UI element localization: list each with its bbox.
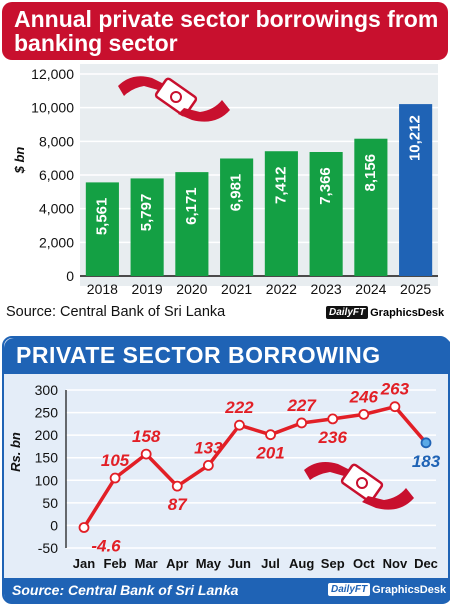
hand-money-icon	[118, 76, 230, 122]
bar-value-label: 6,171	[183, 187, 200, 225]
point-Jun	[234, 419, 245, 431]
x-tick-label: 2025	[400, 281, 431, 297]
dailyft-logo: DailyFT	[328, 583, 371, 596]
x-tick-label: 2019	[132, 281, 163, 297]
x-tick-label: Jan	[73, 556, 95, 571]
point-Nov	[389, 401, 401, 413]
x-tick-label: 2021	[221, 281, 252, 297]
y-tick-label: 100	[35, 472, 59, 488]
point-Mar	[140, 448, 152, 460]
y-tick-label: 200	[35, 427, 59, 443]
y-tick-label: 250	[35, 405, 59, 421]
bottom-title-banner: PRIVATE SECTOR BORROWING	[4, 338, 450, 374]
point-value-label: 183	[412, 452, 441, 471]
bar-value-label: 5,561	[93, 198, 110, 236]
annual-borrowing-panel: Annual private sector borrowings from ba…	[2, 2, 448, 320]
graphicsdesk-label: GraphicsDesk	[370, 306, 445, 319]
point-value-label: 87	[168, 495, 188, 514]
bottom-credit-badge: DailyFT GraphicsDesk	[328, 583, 446, 596]
x-tick-label: Sep	[321, 556, 345, 571]
hand-money-icon	[304, 462, 414, 510]
x-tick-label: Mar	[135, 556, 158, 571]
bar-value-label: 10,212	[407, 115, 424, 161]
monthly-borrowing-panel: PRIVATE SECTOR BORROWING -50 0 50 100 150 200…	[0, 336, 450, 604]
point-Apr	[171, 480, 183, 492]
y-axis-label: $ bn	[12, 147, 27, 175]
y-tick-label: 300	[35, 382, 59, 398]
point-value-label: 227	[286, 396, 317, 415]
y-tick-label: 6,000	[39, 167, 74, 183]
borrowing-series-line	[82, 404, 428, 529]
bar-2020	[175, 172, 209, 276]
bottom-chart-title: PRIVATE SECTOR BORROWING	[16, 342, 381, 368]
graphicsdesk-label: GraphicsDesk	[372, 583, 447, 596]
x-tick-label: Aug	[289, 556, 314, 571]
bar-2018	[85, 182, 119, 276]
bar-2025	[399, 104, 433, 277]
bar-value-label: 8,156	[362, 154, 379, 192]
y-tick-label: 4,000	[39, 201, 74, 217]
point-value-label: 222	[224, 398, 254, 417]
dailyft-logo: DailyFT	[326, 306, 369, 319]
point-Jul	[265, 429, 276, 441]
y-tick-label: 0	[50, 517, 58, 533]
point-value-label: 133	[194, 438, 223, 457]
x-tick-label: 2020	[176, 281, 207, 297]
x-tick-label: 2018	[87, 281, 118, 297]
bar-value-label: 6,981	[228, 174, 245, 212]
point-value-label: 105	[101, 451, 130, 470]
point-Sep	[327, 413, 339, 425]
y-axis-label: Rs. bn	[8, 432, 23, 472]
x-tick-label: 2022	[266, 281, 297, 297]
point-value-label: 158	[132, 427, 161, 446]
bar-value-label: 7,412	[272, 166, 289, 204]
point-Jan	[78, 522, 90, 533]
bar-2022	[264, 151, 298, 276]
annual-bar-chart: 0 2,000 4,000 6,000 8,000 10,000 12,000 5,561 5…	[12, 64, 438, 297]
point-value-label: -4.6	[91, 537, 121, 556]
bar-value-label: 7,366	[317, 167, 334, 205]
x-tick-label: Oct	[353, 556, 375, 571]
top-credit-badge: DailyFT GraphicsDesk	[326, 306, 444, 319]
y-tick-label: 12,000	[31, 66, 74, 82]
y-tick-label: 2,000	[39, 234, 74, 250]
top-source: Source: Central Bank of Sri Lanka	[6, 304, 226, 320]
y-tick-label: 8,000	[39, 133, 74, 149]
x-tick-label: Jun	[228, 556, 251, 571]
point-Aug	[296, 417, 308, 429]
y-tick-label: 10,000	[31, 100, 74, 116]
bar-value-label: 5,797	[138, 194, 155, 232]
x-tick-label: Dec	[414, 556, 438, 571]
bar-2023	[309, 152, 343, 276]
top-title-banner: Annual private sector borrowings from ba…	[2, 2, 448, 60]
y-tick-label: -50	[38, 540, 58, 556]
bottom-frame: PRIVATE SECTOR BORROWING -50 0 50 100 150 200…	[2, 336, 450, 604]
bar-2024	[354, 138, 388, 276]
point-value-label: 263	[380, 380, 410, 399]
x-tick-label: Jul	[261, 556, 280, 571]
x-tick-label: Nov	[383, 556, 408, 571]
bottom-source: Source: Central Bank of Sri Lanka	[12, 582, 239, 598]
top-chart-title: Annual private sector borrowings from ba…	[14, 6, 439, 56]
point-Dec	[420, 437, 432, 449]
x-tick-label: May	[196, 556, 222, 571]
bar-2021	[220, 158, 254, 276]
bottom-source-bar: Source: Central Bank of Sri Lanka DailyF…	[4, 578, 450, 604]
x-tick-label: Feb	[104, 556, 127, 571]
x-tick-label: Apr	[166, 556, 188, 571]
point-value-label: 201	[255, 444, 284, 463]
x-tick-label: 2024	[355, 281, 386, 297]
y-tick-label: 0	[66, 268, 74, 284]
point-Feb	[109, 472, 121, 484]
bar-2019	[130, 178, 164, 276]
x-tick-label: 2023	[311, 281, 342, 297]
y-tick-label: 150	[35, 450, 59, 466]
y-tick-label: 50	[42, 495, 58, 511]
point-value-label: 246	[349, 387, 379, 406]
point-Oct	[358, 408, 370, 420]
point-May	[202, 459, 214, 471]
point-value-label: 236	[318, 428, 348, 447]
